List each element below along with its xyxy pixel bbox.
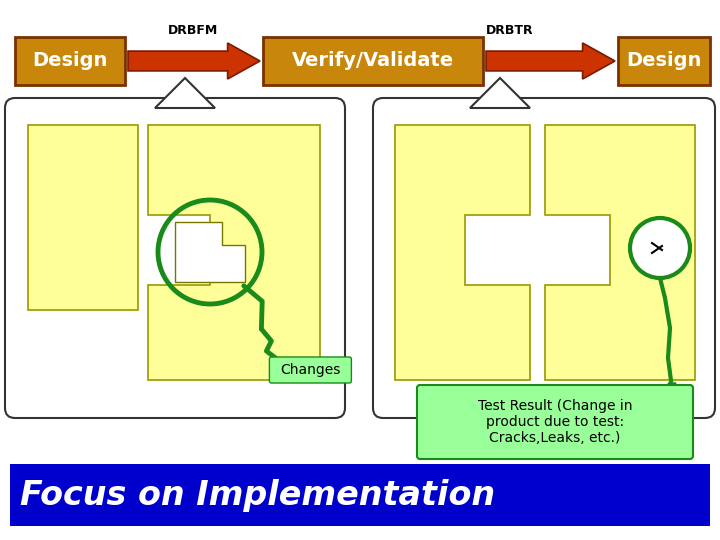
Text: Design: Design xyxy=(626,51,702,71)
Text: Focus on Implementation: Focus on Implementation xyxy=(20,478,495,511)
Polygon shape xyxy=(175,222,245,282)
FancyBboxPatch shape xyxy=(15,37,125,85)
Polygon shape xyxy=(395,125,530,380)
Circle shape xyxy=(630,218,690,278)
Text: Test Result (Change in
product due to test:
Cracks,Leaks, etc.): Test Result (Change in product due to te… xyxy=(478,399,632,445)
Polygon shape xyxy=(155,78,215,108)
FancyBboxPatch shape xyxy=(28,125,138,310)
FancyBboxPatch shape xyxy=(618,37,710,85)
Polygon shape xyxy=(470,78,530,108)
FancyBboxPatch shape xyxy=(263,37,483,85)
Polygon shape xyxy=(148,125,320,380)
Text: Design: Design xyxy=(32,51,108,71)
FancyBboxPatch shape xyxy=(5,98,345,418)
Text: Changes: Changes xyxy=(280,363,341,377)
Text: Verify/Validate: Verify/Validate xyxy=(292,51,454,71)
FancyBboxPatch shape xyxy=(10,464,710,526)
Polygon shape xyxy=(486,43,615,79)
FancyBboxPatch shape xyxy=(373,98,715,418)
Text: DRBFM: DRBFM xyxy=(168,24,218,37)
Polygon shape xyxy=(128,43,260,79)
Polygon shape xyxy=(545,125,695,380)
FancyBboxPatch shape xyxy=(269,357,351,383)
Text: DRBTR: DRBTR xyxy=(486,24,534,37)
FancyBboxPatch shape xyxy=(417,385,693,459)
